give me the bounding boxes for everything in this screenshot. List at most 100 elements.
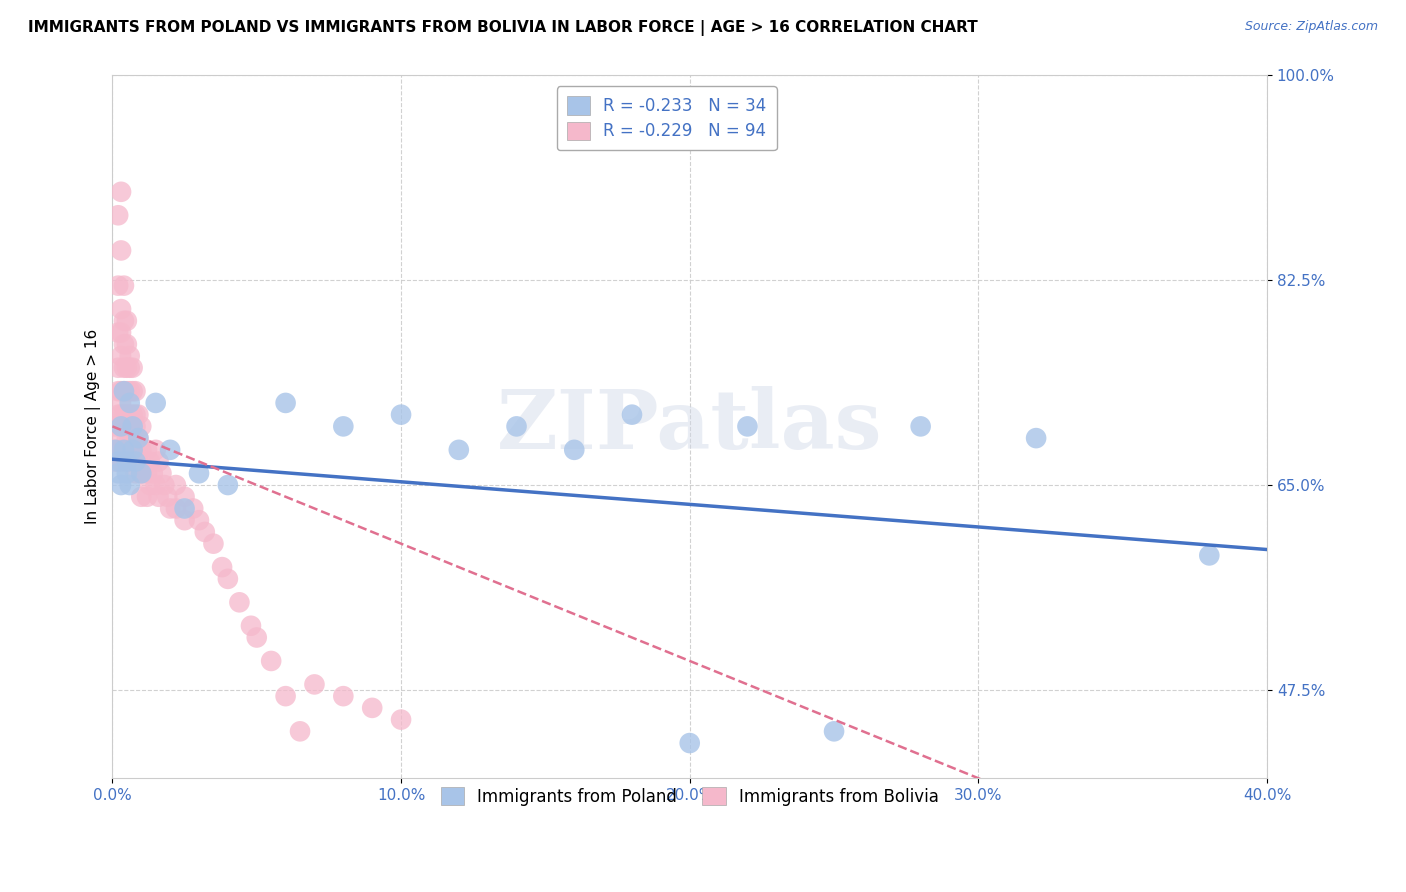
Y-axis label: In Labor Force | Age > 16: In Labor Force | Age > 16 <box>86 329 101 524</box>
Point <box>110 419 132 434</box>
Point <box>124 467 146 481</box>
Point <box>217 478 239 492</box>
Point <box>107 454 129 468</box>
Point <box>124 384 146 399</box>
Point <box>127 408 149 422</box>
Point <box>121 419 143 434</box>
Point <box>136 442 159 457</box>
Point <box>121 360 143 375</box>
Point <box>110 185 132 199</box>
Legend: Immigrants from Poland, Immigrants from Bolivia: Immigrants from Poland, Immigrants from … <box>430 777 949 815</box>
Point <box>110 408 132 422</box>
Text: Source: ZipAtlas.com: Source: ZipAtlas.com <box>1244 20 1378 33</box>
Point <box>104 454 127 468</box>
Point <box>107 278 129 293</box>
Point <box>118 431 141 445</box>
Point <box>139 454 162 468</box>
Point <box>194 524 217 539</box>
Point <box>112 337 135 351</box>
Point <box>124 442 146 457</box>
Text: IMMIGRANTS FROM POLAND VS IMMIGRANTS FROM BOLIVIA IN LABOR FORCE | AGE > 16 CORR: IMMIGRANTS FROM POLAND VS IMMIGRANTS FRO… <box>28 20 977 36</box>
Point <box>118 349 141 363</box>
Point <box>562 442 585 457</box>
Point <box>145 478 167 492</box>
Point <box>188 513 211 527</box>
Point <box>228 595 250 609</box>
Point <box>110 326 132 340</box>
Point <box>112 442 135 457</box>
Point <box>188 467 211 481</box>
Point <box>107 326 129 340</box>
Point <box>104 442 127 457</box>
Point <box>110 349 132 363</box>
Point <box>129 490 152 504</box>
Point <box>239 619 262 633</box>
Point <box>679 736 702 750</box>
Point <box>165 501 187 516</box>
Point <box>127 431 149 445</box>
Point <box>118 442 141 457</box>
Point <box>129 467 152 481</box>
Point <box>118 419 141 434</box>
Point <box>107 208 129 222</box>
Point <box>145 396 167 410</box>
Point <box>124 408 146 422</box>
Point <box>304 677 326 691</box>
Point <box>505 419 527 434</box>
Point <box>104 442 127 457</box>
Point <box>332 689 354 703</box>
Point <box>112 314 135 328</box>
Point <box>110 419 132 434</box>
Point <box>910 419 932 434</box>
Point <box>110 384 132 399</box>
Point <box>121 384 143 399</box>
Point <box>260 654 283 668</box>
Text: ZIPatlas: ZIPatlas <box>496 386 883 467</box>
Point <box>115 408 138 422</box>
Point <box>112 384 135 399</box>
Point <box>173 490 195 504</box>
Point <box>118 384 141 399</box>
Point <box>121 442 143 457</box>
Point <box>142 467 165 481</box>
Point <box>110 431 132 445</box>
Point <box>156 490 179 504</box>
Point <box>110 442 132 457</box>
Point <box>115 442 138 457</box>
Point <box>115 454 138 468</box>
Point <box>127 454 149 468</box>
Point <box>153 478 176 492</box>
Point <box>115 314 138 328</box>
Point <box>110 454 132 468</box>
Point <box>110 244 132 258</box>
Point <box>127 431 149 445</box>
Point <box>112 278 135 293</box>
Point <box>361 701 384 715</box>
Point <box>107 384 129 399</box>
Point <box>620 408 643 422</box>
Point <box>145 442 167 457</box>
Point <box>112 360 135 375</box>
Point <box>110 396 132 410</box>
Point <box>150 467 173 481</box>
Point <box>136 490 159 504</box>
Point <box>274 396 297 410</box>
Point <box>139 478 162 492</box>
Point <box>148 454 170 468</box>
Point <box>173 513 195 527</box>
Point <box>217 572 239 586</box>
Point <box>107 467 129 481</box>
Point <box>129 419 152 434</box>
Point <box>118 396 141 410</box>
Point <box>165 478 187 492</box>
Point <box>173 501 195 516</box>
Point <box>274 689 297 703</box>
Point <box>107 408 129 422</box>
Point <box>129 442 152 457</box>
Point <box>115 337 138 351</box>
Point <box>136 467 159 481</box>
Point <box>121 454 143 468</box>
Point <box>121 408 143 422</box>
Point <box>110 302 132 317</box>
Point <box>389 713 412 727</box>
